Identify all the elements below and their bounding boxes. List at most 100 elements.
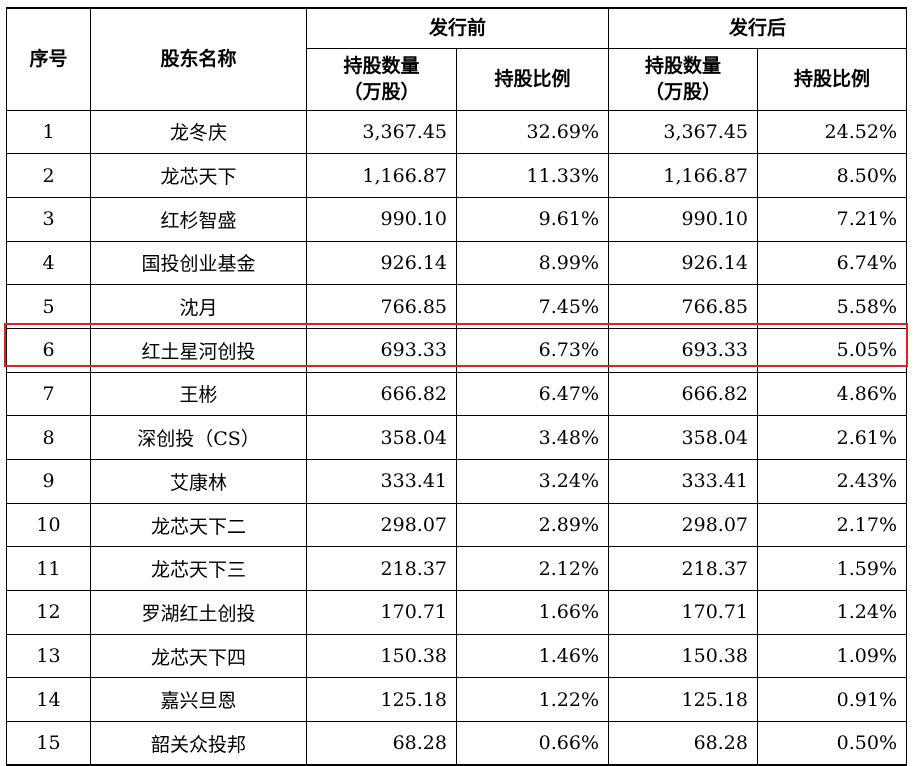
cell-before-ratio: 32.69%: [456, 109, 609, 155]
cell-name: 沈月: [90, 284, 307, 329]
cell-after-ratio: 1.09%: [757, 633, 907, 679]
header-shares-line2: （万股）: [644, 81, 721, 103]
cell-before-shares: 693.33: [306, 327, 457, 373]
cell-before-shares: 125.18: [306, 677, 457, 723]
cell-seq: 14: [6, 677, 91, 723]
cell-before-ratio: 1.46%: [456, 633, 609, 679]
cell-after-shares: 3,367.45: [608, 109, 758, 155]
cell-name: 龙芯天下四: [90, 633, 307, 679]
cell-before-ratio: 3.48%: [456, 415, 609, 460]
table-row: 1 龙冬庆 3,367.45 32.69% 3,367.45 24.52%: [6, 109, 907, 155]
cell-before-shares: 358.04: [306, 415, 457, 460]
table-row: 4 国投创业基金 926.14 8.99% 926.14 6.74%: [6, 240, 907, 286]
table-row: 12 罗湖红土创投 170.71 1.66% 170.71 1.24%: [6, 590, 907, 635]
header-after-shares: 持股数量 （万股）: [608, 47, 758, 111]
cell-before-shares: 218.37: [306, 546, 457, 592]
cell-seq: 7: [6, 371, 91, 417]
cell-seq: 5: [6, 284, 91, 329]
cell-name: 韶关众投邦: [90, 721, 307, 766]
cell-after-shares: 68.28: [608, 721, 758, 766]
cell-before-shares: 3,367.45: [306, 109, 457, 155]
header-after: 发行后: [608, 7, 907, 49]
cell-name: 深创投（CS）: [90, 415, 307, 460]
cell-before-ratio: 3.24%: [456, 459, 609, 504]
cell-before-ratio: 1.22%: [456, 677, 609, 723]
cell-before-ratio: 9.61%: [456, 196, 609, 242]
cell-before-ratio: 2.89%: [456, 502, 609, 548]
cell-seq: 11: [6, 546, 91, 592]
cell-seq: 1: [6, 109, 91, 155]
cell-before-shares: 666.82: [306, 371, 457, 417]
cell-after-ratio: 8.50%: [757, 153, 907, 198]
cell-after-shares: 666.82: [608, 371, 758, 417]
cell-after-shares: 1,166.87: [608, 153, 758, 198]
cell-before-ratio: 0.66%: [456, 721, 609, 766]
cell-name: 嘉兴旦恩: [90, 677, 307, 723]
cell-after-shares: 333.41: [608, 459, 758, 504]
cell-before-shares: 1,166.87: [306, 153, 457, 198]
cell-name: 龙冬庆: [90, 109, 307, 155]
table-row: 6 红土星河创投 693.33 6.73% 693.33 5.05%: [6, 327, 907, 373]
cell-before-shares: 68.28: [306, 721, 457, 766]
table-row: 9 艾康林 333.41 3.24% 333.41 2.43%: [6, 459, 907, 504]
table-row: 3 红杉智盛 990.10 9.61% 990.10 7.21%: [6, 196, 907, 242]
cell-seq: 4: [6, 240, 91, 286]
table-header-row-1: 序号 股东名称 发行前 发行后: [6, 7, 907, 111]
cell-before-shares: 150.38: [306, 633, 457, 679]
cell-seq: 2: [6, 153, 91, 198]
table-row: 2 龙芯天下 1,166.87 11.33% 1,166.87 8.50%: [6, 153, 907, 198]
cell-name: 龙芯天下二: [90, 502, 307, 548]
cell-after-ratio: 2.17%: [757, 502, 907, 548]
header-seq: 序号: [6, 7, 91, 111]
cell-after-shares: 125.18: [608, 677, 758, 723]
header-before: 发行前: [306, 7, 609, 49]
cell-name: 龙芯天下三: [90, 546, 307, 592]
cell-before-ratio: 1.66%: [456, 590, 609, 635]
cell-name: 红土星河创投: [90, 327, 307, 373]
cell-name: 艾康林: [90, 459, 307, 504]
cell-after-shares: 926.14: [608, 240, 758, 286]
cell-after-ratio: 0.91%: [757, 677, 907, 723]
cell-after-shares: 358.04: [608, 415, 758, 460]
cell-seq: 12: [6, 590, 91, 635]
cell-after-ratio: 5.58%: [757, 284, 907, 329]
cell-after-ratio: 5.05%: [757, 327, 907, 373]
cell-seq: 8: [6, 415, 91, 460]
header-shares-line2: （万股）: [343, 81, 420, 103]
cell-before-ratio: 8.99%: [456, 240, 609, 286]
table-row: 10 龙芯天下二 298.07 2.89% 298.07 2.17%: [6, 502, 907, 548]
table-row: 14 嘉兴旦恩 125.18 1.22% 125.18 0.91%: [6, 677, 907, 723]
cell-before-shares: 990.10: [306, 196, 457, 242]
cell-seq: 6: [6, 327, 91, 373]
header-name: 股东名称: [90, 7, 307, 111]
cell-after-ratio: 2.43%: [757, 459, 907, 504]
cell-after-ratio: 1.59%: [757, 546, 907, 592]
cell-after-shares: 298.07: [608, 502, 758, 548]
cell-seq: 15: [6, 721, 91, 766]
cell-name: 国投创业基金: [90, 240, 307, 286]
cell-after-ratio: 0.50%: [757, 721, 907, 766]
cell-after-ratio: 24.52%: [757, 109, 907, 155]
cell-before-ratio: 7.45%: [456, 284, 609, 329]
cell-after-shares: 693.33: [608, 327, 758, 373]
cell-after-ratio: 4.86%: [757, 371, 907, 417]
cell-seq: 9: [6, 459, 91, 504]
cell-before-ratio: 6.73%: [456, 327, 609, 373]
table-row: 8 深创投（CS） 358.04 3.48% 358.04 2.61%: [6, 415, 907, 460]
header-after-ratio: 持股比例: [757, 47, 907, 111]
header-before-shares: 持股数量 （万股）: [306, 47, 457, 111]
header-before-ratio: 持股比例: [456, 47, 609, 111]
cell-before-shares: 298.07: [306, 502, 457, 548]
cell-name: 王彬: [90, 371, 307, 417]
cell-after-shares: 990.10: [608, 196, 758, 242]
cell-after-shares: 218.37: [608, 546, 758, 592]
cell-after-ratio: 2.61%: [757, 415, 907, 460]
cell-after-shares: 150.38: [608, 633, 758, 679]
cell-seq: 13: [6, 633, 91, 679]
cell-seq: 10: [6, 502, 91, 548]
cell-after-ratio: 7.21%: [757, 196, 907, 242]
header-shares-line1: 持股数量: [644, 55, 721, 77]
cell-before-ratio: 2.12%: [456, 546, 609, 592]
cell-before-ratio: 6.47%: [456, 371, 609, 417]
table-row: 7 王彬 666.82 6.47% 666.82 4.86%: [6, 371, 907, 417]
